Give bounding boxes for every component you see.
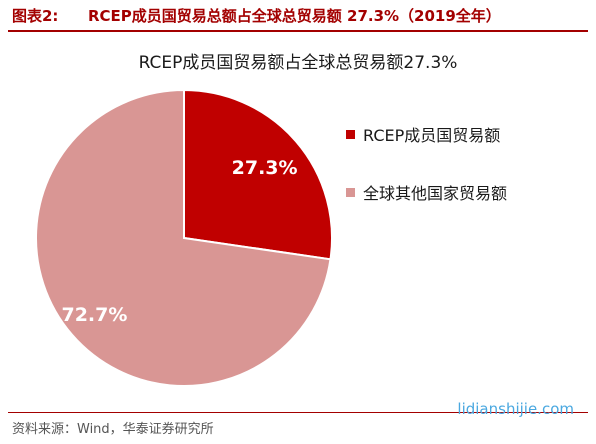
figure-header: 图表2: RCEP成员国贸易总额占全球总贸易额 27.3%（2019全年） [8, 0, 588, 32]
pie-slice-rest-of-world [35, 88, 332, 387]
watermark: lidianshijie.com [457, 400, 574, 418]
figure-label: 图表2: [12, 7, 59, 25]
legend: RCEP成员国贸易额 全球其他国家贸易额 [346, 122, 507, 238]
chart-title: RCEP成员国贸易额占全球总贸易额27.3% [138, 53, 458, 73]
pie-label-rest-of-world: 72.7% [61, 304, 127, 326]
figure-title: RCEP成员国贸易总额占全球总贸易额 27.3%（2019全年） [88, 7, 501, 25]
pie-slice-rcep [183, 88, 333, 261]
legend-swatch-rest-of-world [346, 187, 355, 197]
source-divider [8, 412, 588, 413]
legend-label-rest-of-world: 全球其他国家贸易额 [363, 184, 508, 203]
legend-swatch-rcep [346, 129, 355, 139]
legend-label-rcep: RCEP成员国贸易额 [363, 126, 501, 145]
legend-item-rcep: RCEP成员国贸易额 [346, 122, 507, 146]
source-note: 资料来源：Wind，华泰证券研究所 [12, 422, 214, 437]
legend-item-rest-of-world: 全球其他国家贸易额 [346, 180, 507, 204]
pie-label-rcep: 27.3% [232, 157, 298, 179]
